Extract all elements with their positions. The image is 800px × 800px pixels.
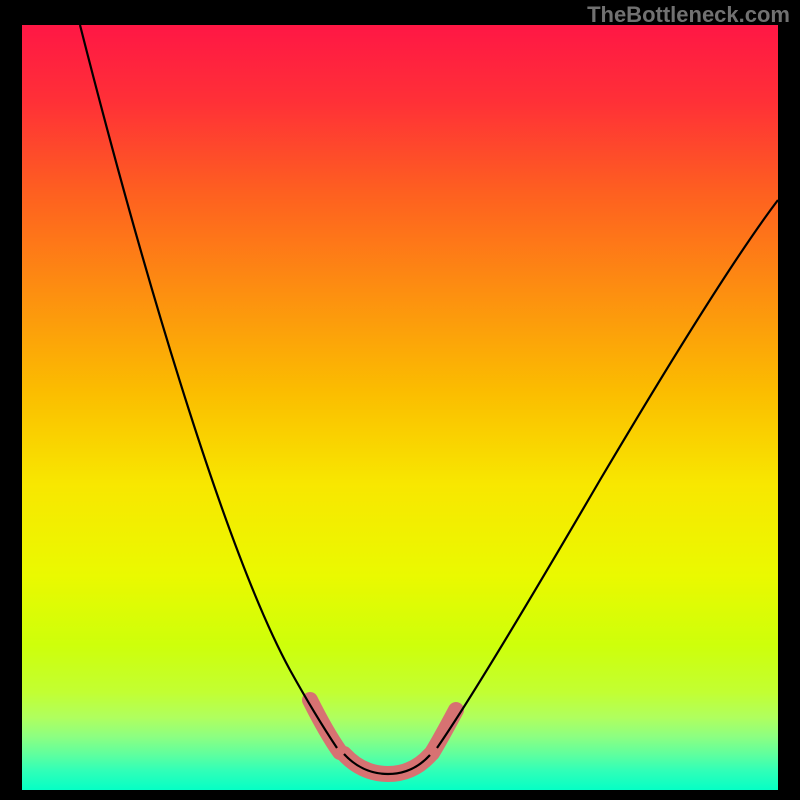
highlight-segment-right: [432, 710, 456, 753]
optimal-range-highlight: [310, 700, 456, 774]
bottleneck-curve: [80, 25, 778, 774]
curve-left-branch: [80, 25, 337, 748]
bottleneck-curve-chart: [0, 0, 800, 800]
curve-right-branch: [437, 200, 778, 748]
watermark-text: TheBottleneck.com: [587, 2, 790, 28]
